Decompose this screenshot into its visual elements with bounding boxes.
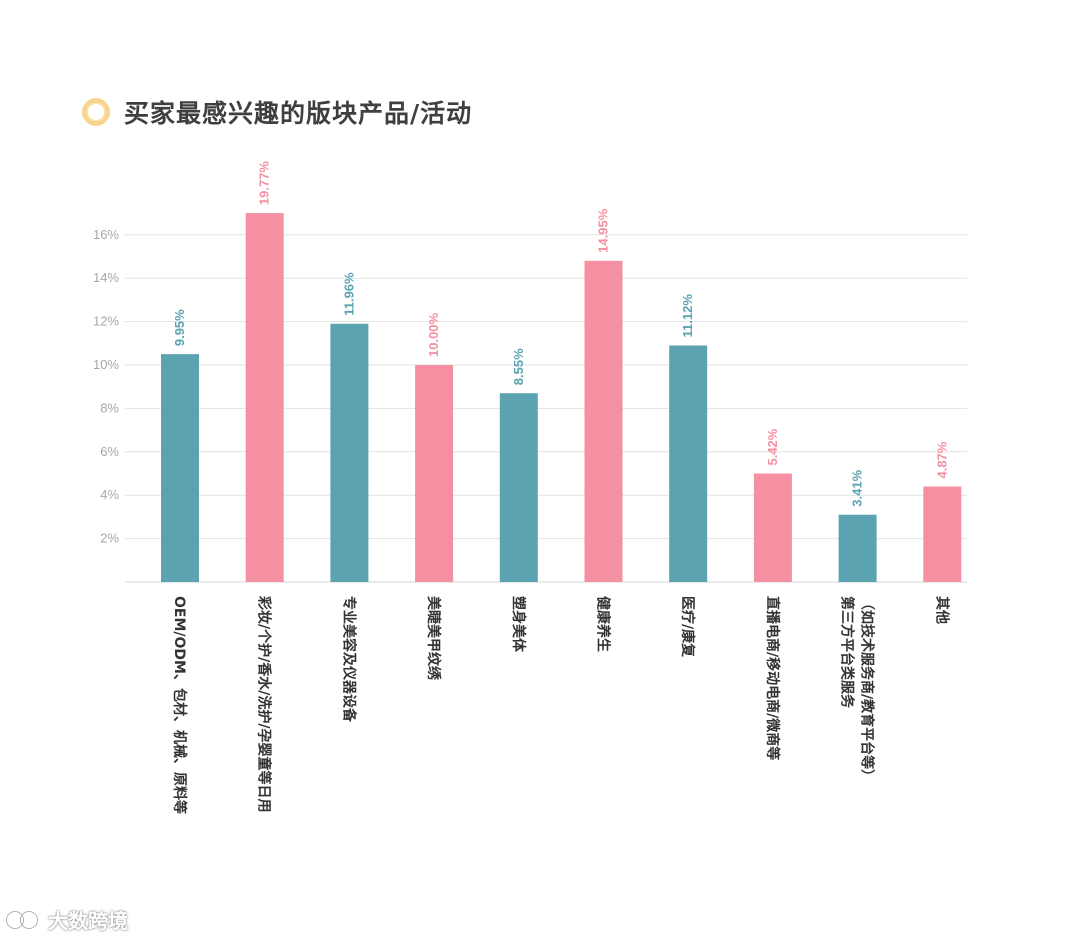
x-tick-label: 彩妆/个护/香水/洗护/孕婴童等日用: [256, 595, 273, 812]
x-tick-label: 塑身美体: [510, 596, 527, 653]
bar: [838, 514, 877, 582]
x-tick-label: 健康养生: [595, 596, 612, 652]
chart-title-row: 买家最感兴趣的版块产品/活动: [82, 94, 472, 130]
x-tick-label: 其他: [933, 596, 950, 624]
y-tick-label: 4%: [100, 487, 119, 502]
bar: [415, 365, 454, 582]
x-tick-label: （如技术服务商/教育平台等）: [859, 596, 876, 783]
watermark-text: 大数跨境: [48, 909, 128, 933]
circle-icon: [82, 98, 110, 126]
watermark-logo-icon: [6, 910, 38, 929]
value-label: 4.87%: [934, 441, 949, 478]
watermark: 大数跨境: [6, 905, 128, 934]
x-tick-label: 专业美容及仪器设备: [340, 596, 357, 723]
y-tick-label: 2%: [100, 531, 119, 546]
y-tick-label: 14%: [93, 270, 119, 285]
x-tick-label: 美睫美甲纹绣: [425, 596, 442, 681]
bar: [161, 354, 199, 582]
y-tick-label: 6%: [100, 444, 119, 459]
x-tick-label: 直播电商/移动电商/微商等: [764, 596, 781, 760]
value-label: 10.00%: [426, 312, 441, 357]
x-tick-label: 医疗/康复: [679, 596, 696, 658]
bar: [923, 486, 962, 582]
value-label: 5.42%: [765, 428, 780, 465]
value-label: 3.41%: [850, 469, 865, 506]
y-tick-label: 10%: [93, 357, 119, 372]
y-tick-label: 16%: [93, 227, 119, 242]
bar: [753, 473, 792, 582]
value-label: 19.77%: [257, 161, 272, 206]
y-tick-label: 8%: [100, 400, 119, 415]
value-label: 11.12%: [680, 294, 695, 338]
y-tick-label: 12%: [93, 314, 119, 329]
x-tick-label: OEM/ODM、包材、机械、原料等: [171, 596, 188, 814]
bar: [584, 260, 623, 582]
value-label: 11.96%: [341, 272, 356, 316]
chart-title: 买家最感兴趣的版块产品/活动: [124, 99, 473, 128]
x-tick-label: 第三方平台类服务: [839, 596, 856, 709]
bar: [245, 213, 284, 582]
value-label: 14.95%: [596, 208, 611, 253]
value-label: 9.95%: [172, 309, 187, 346]
bar: [499, 393, 538, 582]
bar: [330, 323, 369, 582]
value-label: 8.55%: [511, 348, 526, 385]
bar: [669, 345, 708, 582]
